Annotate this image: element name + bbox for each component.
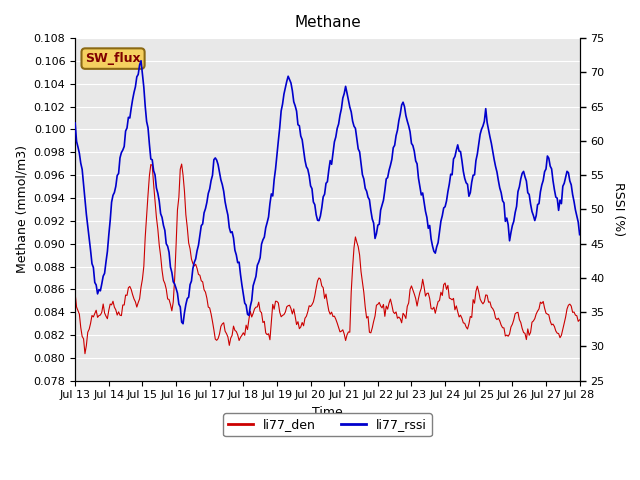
X-axis label: Time: Time [312, 406, 343, 419]
Y-axis label: RSSI (%): RSSI (%) [612, 182, 625, 237]
Text: SW_flux: SW_flux [85, 52, 141, 65]
Legend: li77_den, li77_rssi: li77_den, li77_rssi [223, 413, 432, 436]
Y-axis label: Methane (mmol/m3): Methane (mmol/m3) [15, 145, 28, 274]
Title: Methane: Methane [294, 15, 361, 30]
